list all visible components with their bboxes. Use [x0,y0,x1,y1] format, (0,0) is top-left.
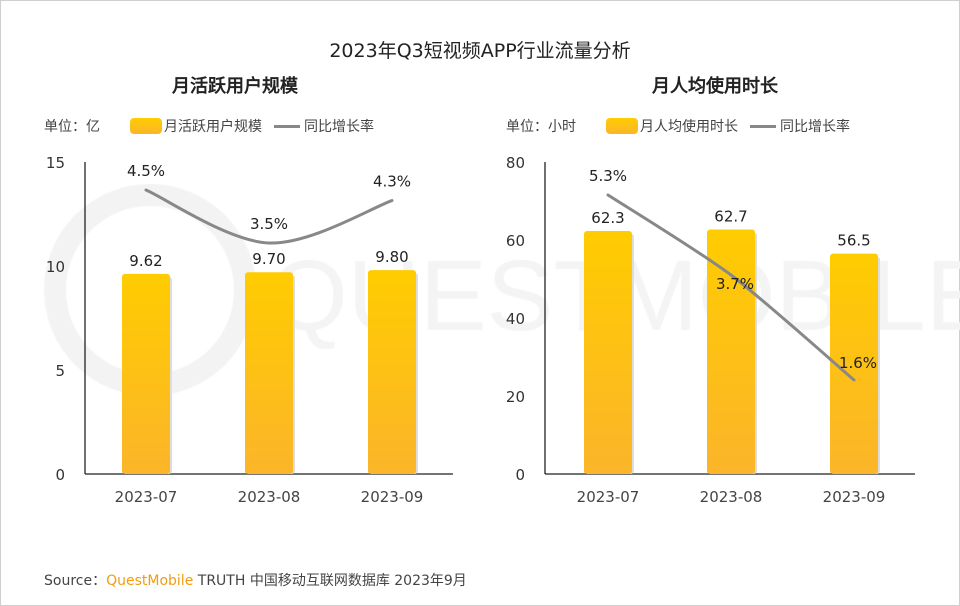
legend-line-label: 同比增长率 [304,119,374,135]
bar [707,229,755,474]
bar-label: 62.7 [714,207,747,225]
x-tick-label: 2023-08 [238,488,301,506]
x-tick-label: 2023-09 [361,488,424,506]
bar [830,253,878,474]
chart1-title: 月活跃用户规模 [172,76,298,97]
y-tick-label: 40 [506,310,525,328]
y-tick-label: 15 [46,154,65,172]
source-note: Source：QuestMobile TRUTH 中国移动互联网数据库 2023… [44,570,467,590]
bar-label: 9.70 [252,250,285,268]
y-tick-label: 10 [46,258,65,276]
chart1-legend: 单位：亿 月活跃用户规模 同比增长率 [44,116,374,136]
bar [368,270,416,474]
bar [245,272,293,474]
legend-line-label: 同比增长率 [780,119,850,135]
x-tick-label: 2023-07 [577,488,640,506]
y-tick-label: 20 [506,388,525,406]
source-prefix: Source： [44,573,107,589]
bar-swatch [130,118,162,134]
chart2-title: 月人均使用时长 [652,76,778,97]
unit-label: 单位：小时 [506,119,576,135]
line-swatch [274,124,300,128]
legend-bar-label: 月人均使用时长 [640,119,738,135]
bar-label: 56.5 [837,232,870,250]
y-tick-label: 0 [55,466,65,484]
growth-line [144,188,394,245]
unit-label: 单位：亿 [44,119,100,135]
y-tick-label: 80 [506,154,525,172]
line-label: 5.3% [589,167,627,185]
source-brand: QuestMobile [106,573,194,589]
y-tick-label: 5 [55,362,65,380]
x-tick-label: 2023-09 [823,488,886,506]
line-label: 3.7% [716,275,754,293]
bar-label: 62.3 [591,209,624,227]
line-label: 3.5% [250,215,288,233]
line-label: 4.5% [127,162,165,180]
chart2-legend: 单位：小时 月人均使用时长 同比增长率 [506,116,850,136]
bar-label: 9.62 [129,252,162,270]
x-tick-label: 2023-08 [700,488,763,506]
line-label: 4.3% [373,173,411,191]
bar [584,231,632,474]
bar [122,273,170,474]
main-title: 2023年Q3短视频APP行业流量分析 [329,40,631,62]
source-text: TRUTH 中国移动互联网数据库 2023年9月 [197,573,467,589]
bar-label: 9.80 [375,248,408,266]
y-tick-label: 60 [506,232,525,250]
y-tick-label: 0 [515,466,525,484]
bar-swatch [606,118,638,134]
line-label: 1.6% [839,354,877,372]
x-tick-label: 2023-07 [115,488,178,506]
growth-line [606,193,856,382]
line-swatch [750,124,776,128]
legend-bar-label: 月活跃用户规模 [164,119,262,135]
